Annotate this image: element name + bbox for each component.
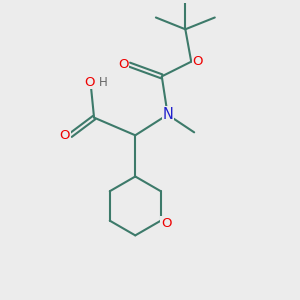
- Text: O: O: [193, 55, 203, 68]
- Text: O: O: [84, 76, 95, 89]
- Text: O: O: [59, 129, 70, 142]
- Text: O: O: [161, 217, 171, 230]
- Text: O: O: [118, 58, 129, 71]
- Text: H: H: [98, 76, 107, 89]
- Text: N: N: [162, 107, 173, 122]
